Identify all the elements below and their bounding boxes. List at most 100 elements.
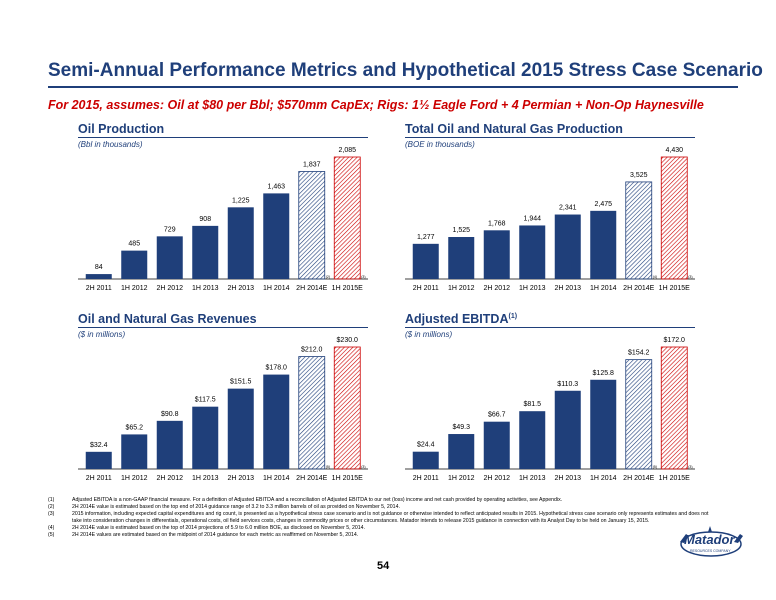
bar — [448, 237, 475, 279]
footnote-text: 2H 2014E values are estimated based on t… — [72, 532, 359, 539]
category-label: 1H 2013 — [519, 475, 546, 482]
bar — [263, 193, 290, 279]
chart-title-rule — [78, 137, 368, 138]
bar — [590, 379, 617, 469]
category-label: 2H 2013 — [228, 285, 255, 292]
bar — [333, 346, 361, 470]
footnote-text: 2H 2014E value is estimated based on the… — [72, 525, 365, 532]
chart-plot: $24.4 2H 2011 $49.3 1H 2012 $66.7 2H 2012 $81.… — [405, 337, 695, 482]
bar — [660, 346, 688, 470]
category-label: 1H 2013 — [192, 475, 219, 482]
chart-subtitle: (Bbl in thousands) — [78, 140, 143, 149]
footnote-text: 2H 2014E value is estimated based on the… — [72, 504, 400, 511]
chart-title: Oil Production — [78, 122, 165, 136]
category-label: 1H 2012 — [448, 285, 475, 292]
category-label: 2H 2011 — [86, 475, 112, 482]
chart-subtitle: ($ in millions) — [78, 330, 126, 339]
chart-subtitle: (BOE in thousands) — [405, 140, 475, 149]
category-label: 2H 2014E — [296, 475, 327, 482]
data-label: $24.4 — [417, 442, 435, 449]
category-label: 2H 2013 — [228, 475, 255, 482]
bar — [85, 274, 112, 279]
data-label: 4,430 — [665, 147, 683, 154]
title-rule — [48, 86, 738, 88]
bar-footnote-ref: (2) — [326, 275, 330, 279]
bar-footnote-ref: (5) — [653, 465, 657, 469]
chart-title-rule — [405, 327, 695, 328]
data-label: $49.3 — [452, 424, 470, 431]
footnote-number: (4) — [48, 525, 55, 532]
data-label: 2,475 — [594, 201, 612, 208]
data-label: 3,525 — [630, 172, 648, 179]
logo-tagline: RESOURCES COMPANY — [690, 549, 731, 553]
bar — [590, 210, 617, 279]
data-label: $230.0 — [337, 337, 359, 344]
data-label: 1,525 — [452, 227, 470, 234]
category-label: 2H 2011 — [413, 475, 439, 482]
bar — [85, 451, 112, 469]
category-label: 1H 2015E — [659, 475, 690, 482]
data-label: 1,768 — [488, 220, 506, 227]
bar — [156, 236, 183, 279]
footnote-number: (3) — [48, 511, 55, 518]
adjusted-ebitda-chart: Adjusted EBITDA(1) ($ in millions) $24.4… — [405, 312, 695, 492]
chart-subtitle: ($ in millions) — [405, 330, 453, 339]
footnote: (1) Adjusted EBITDA is a non-GAAP financi… — [48, 497, 718, 504]
category-label: 1H 2013 — [192, 285, 219, 292]
matador-logo: Matador RESOURCES COMPANY — [676, 522, 746, 566]
revenues-chart: Oil and Natural Gas Revenues ($ in milli… — [78, 312, 368, 492]
bar — [192, 225, 219, 279]
chart-plot: 1,277 2H 2011 1,525 1H 2012 1,768 2H 2012 1,94… — [405, 147, 695, 292]
footnote-number: (5) — [48, 532, 55, 539]
data-label: 84 — [95, 264, 103, 271]
data-label: $212.0 — [301, 347, 323, 354]
data-label: $151.5 — [230, 379, 252, 386]
data-label: $81.5 — [523, 401, 541, 408]
data-label: 1,277 — [417, 234, 435, 241]
data-label: $90.8 — [161, 411, 179, 418]
category-label: 2H 2012 — [484, 475, 511, 482]
bar — [448, 434, 475, 469]
data-label: $117.5 — [195, 397, 216, 404]
bar-footnote-ref: (4) — [653, 275, 657, 279]
category-label: 1H 2014 — [263, 475, 290, 482]
category-label: 1H 2012 — [448, 475, 475, 482]
category-label: 2H 2012 — [484, 285, 511, 292]
footnote-text: 2015 information, including expected cap… — [72, 511, 709, 525]
bar — [554, 390, 581, 469]
bar — [625, 181, 653, 280]
data-label: $32.4 — [90, 442, 108, 449]
bar-footnote-ref: (3) — [361, 465, 365, 469]
page-number: 54 — [377, 560, 390, 572]
total-production-chart: Total Oil and Natural Gas Production (BO… — [405, 122, 695, 302]
data-label: $66.7 — [488, 412, 506, 419]
bar-footnote-ref: (3) — [688, 465, 692, 469]
category-label: 2H 2014E — [296, 285, 327, 292]
chart-plot: 84 2H 2011 485 1H 2012 729 2H 2012 908 1H 2013 1… — [78, 147, 368, 292]
category-label: 2H 2012 — [157, 475, 184, 482]
bar — [412, 451, 439, 469]
category-label: 1H 2014 — [590, 475, 617, 482]
bar-footnote-ref: (5) — [326, 465, 330, 469]
oil-production-chart: Oil Production (Bbl in thousands) 84 2H 2… — [78, 122, 368, 302]
data-label: $172.0 — [664, 337, 686, 344]
category-label: 1H 2015E — [332, 285, 363, 292]
bar — [660, 156, 688, 280]
bar — [121, 434, 148, 469]
logo-wordmark: Matador — [684, 532, 735, 547]
bar — [263, 374, 290, 469]
category-label: 2H 2011 — [86, 285, 112, 292]
footnote: (5) 2H 2014E values are estimated based o… — [48, 532, 718, 539]
data-label: $125.8 — [593, 370, 615, 377]
data-label: 1,837 — [303, 162, 321, 169]
data-label: 908 — [199, 216, 211, 223]
bar — [121, 250, 148, 279]
data-label: 1,225 — [232, 197, 250, 204]
footnote-number: (1) — [48, 497, 55, 503]
chart-title-rule — [78, 327, 368, 328]
footnotes: (1) Adjusted EBITDA is a non-GAAP financi… — [48, 497, 718, 540]
category-label: 2H 2012 — [157, 285, 184, 292]
bar — [227, 207, 254, 279]
bar — [483, 230, 510, 279]
page-subtitle: For 2015, assumes: Oil at $80 per Bbl; $… — [48, 98, 704, 112]
